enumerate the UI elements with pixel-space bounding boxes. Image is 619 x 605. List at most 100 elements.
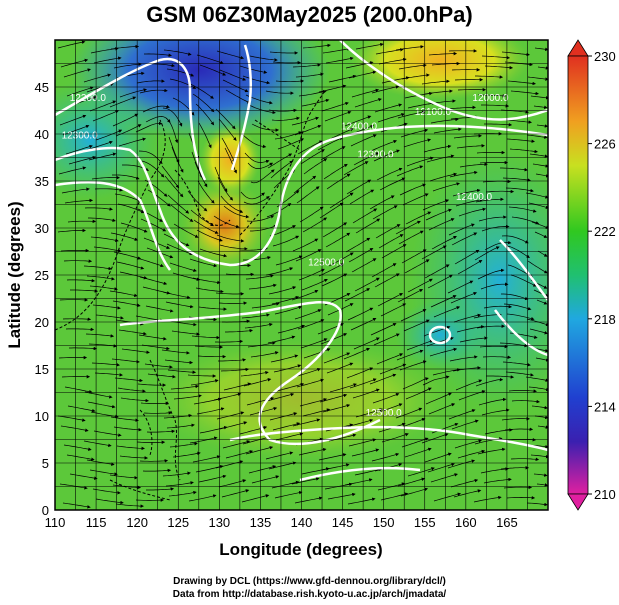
x-tick-label: 160 xyxy=(455,515,477,530)
streamline xyxy=(321,273,348,287)
streamline xyxy=(269,51,299,55)
streamline xyxy=(327,128,354,141)
streamline xyxy=(90,236,119,243)
streamline xyxy=(188,494,217,502)
streamline xyxy=(118,137,147,147)
streamline xyxy=(274,490,303,499)
streamline xyxy=(325,232,351,248)
streamline xyxy=(401,73,430,80)
streamline xyxy=(354,98,382,108)
streamline xyxy=(170,204,194,223)
y-tick-label: 35 xyxy=(35,174,49,189)
streamline xyxy=(537,425,548,429)
streamline xyxy=(370,323,397,336)
streamline xyxy=(378,234,404,249)
streamline xyxy=(533,473,548,477)
streamline xyxy=(269,412,298,421)
streamline xyxy=(121,348,150,354)
streamline xyxy=(225,450,254,459)
streamline xyxy=(453,313,482,323)
streamline xyxy=(348,248,374,263)
streamline xyxy=(92,488,121,495)
streamline xyxy=(245,274,274,280)
streamline xyxy=(508,206,537,213)
streamline xyxy=(427,462,455,473)
streamline xyxy=(164,175,184,198)
streamline xyxy=(172,272,201,281)
streamline xyxy=(294,496,323,504)
streamline xyxy=(70,289,99,293)
streamline xyxy=(354,277,380,292)
streamline xyxy=(400,309,427,322)
streamline xyxy=(478,397,507,406)
streamline xyxy=(223,382,252,391)
streamline xyxy=(84,391,113,399)
streamline xyxy=(69,346,98,351)
streamline xyxy=(433,306,461,318)
streamline xyxy=(397,477,426,487)
streamline xyxy=(506,313,535,321)
x-tick-label: 125 xyxy=(167,515,189,530)
streamline xyxy=(112,113,139,127)
streamline xyxy=(170,384,199,390)
streamline xyxy=(380,303,407,317)
streamline xyxy=(344,115,372,127)
streamline xyxy=(239,246,269,251)
streamline xyxy=(113,62,142,69)
streamline xyxy=(486,375,515,379)
streamline xyxy=(348,70,377,79)
streamline xyxy=(346,179,372,195)
streamline xyxy=(525,376,548,382)
streamline xyxy=(67,219,97,224)
y-axis-ticks: 0 5 10 15 20 25 30 35 40 45 xyxy=(35,80,49,518)
streamline xyxy=(67,405,96,413)
streamline xyxy=(430,117,459,124)
streamline xyxy=(92,110,120,122)
streamline xyxy=(142,104,170,113)
streamline xyxy=(89,469,118,476)
streamline xyxy=(500,466,530,470)
streamline xyxy=(535,173,548,178)
streamline xyxy=(89,285,118,291)
streamline xyxy=(219,244,248,251)
contour-label: 12100.0 xyxy=(415,107,452,118)
credit-data-source: Data from http://database.rish.kyoto-u.a… xyxy=(172,589,447,600)
streamline xyxy=(528,386,548,392)
streamline xyxy=(525,192,548,199)
x-tick-label: 135 xyxy=(250,515,272,530)
streamline xyxy=(192,93,215,113)
y-tick-label: 30 xyxy=(35,221,49,236)
streamline xyxy=(473,495,502,503)
streamline xyxy=(449,355,478,362)
streamline xyxy=(484,123,513,127)
colorbar-gradient xyxy=(567,55,589,495)
streamline xyxy=(277,138,305,150)
streamline xyxy=(215,460,244,469)
streamline xyxy=(349,189,375,205)
y-tick-label: 20 xyxy=(35,315,49,330)
streamline xyxy=(501,51,531,57)
streamline xyxy=(196,54,224,65)
streamline xyxy=(318,263,345,277)
streamline xyxy=(505,187,534,193)
streamline xyxy=(425,392,452,405)
streamline xyxy=(93,246,122,253)
streamline xyxy=(430,473,458,483)
streamline xyxy=(219,69,247,81)
streamline xyxy=(353,152,380,166)
streamline xyxy=(397,289,424,303)
streamline xyxy=(527,260,548,274)
streamline xyxy=(240,191,266,200)
streamline xyxy=(213,215,240,229)
streamline xyxy=(433,492,462,502)
streamline xyxy=(241,494,270,503)
streamline xyxy=(375,224,401,239)
streamline xyxy=(456,144,486,149)
streamline xyxy=(480,282,509,290)
streamline xyxy=(59,114,87,126)
streamline xyxy=(505,371,534,377)
streamline xyxy=(63,444,92,451)
streamline xyxy=(216,234,245,243)
streamline xyxy=(196,229,223,242)
streamline xyxy=(371,452,400,462)
